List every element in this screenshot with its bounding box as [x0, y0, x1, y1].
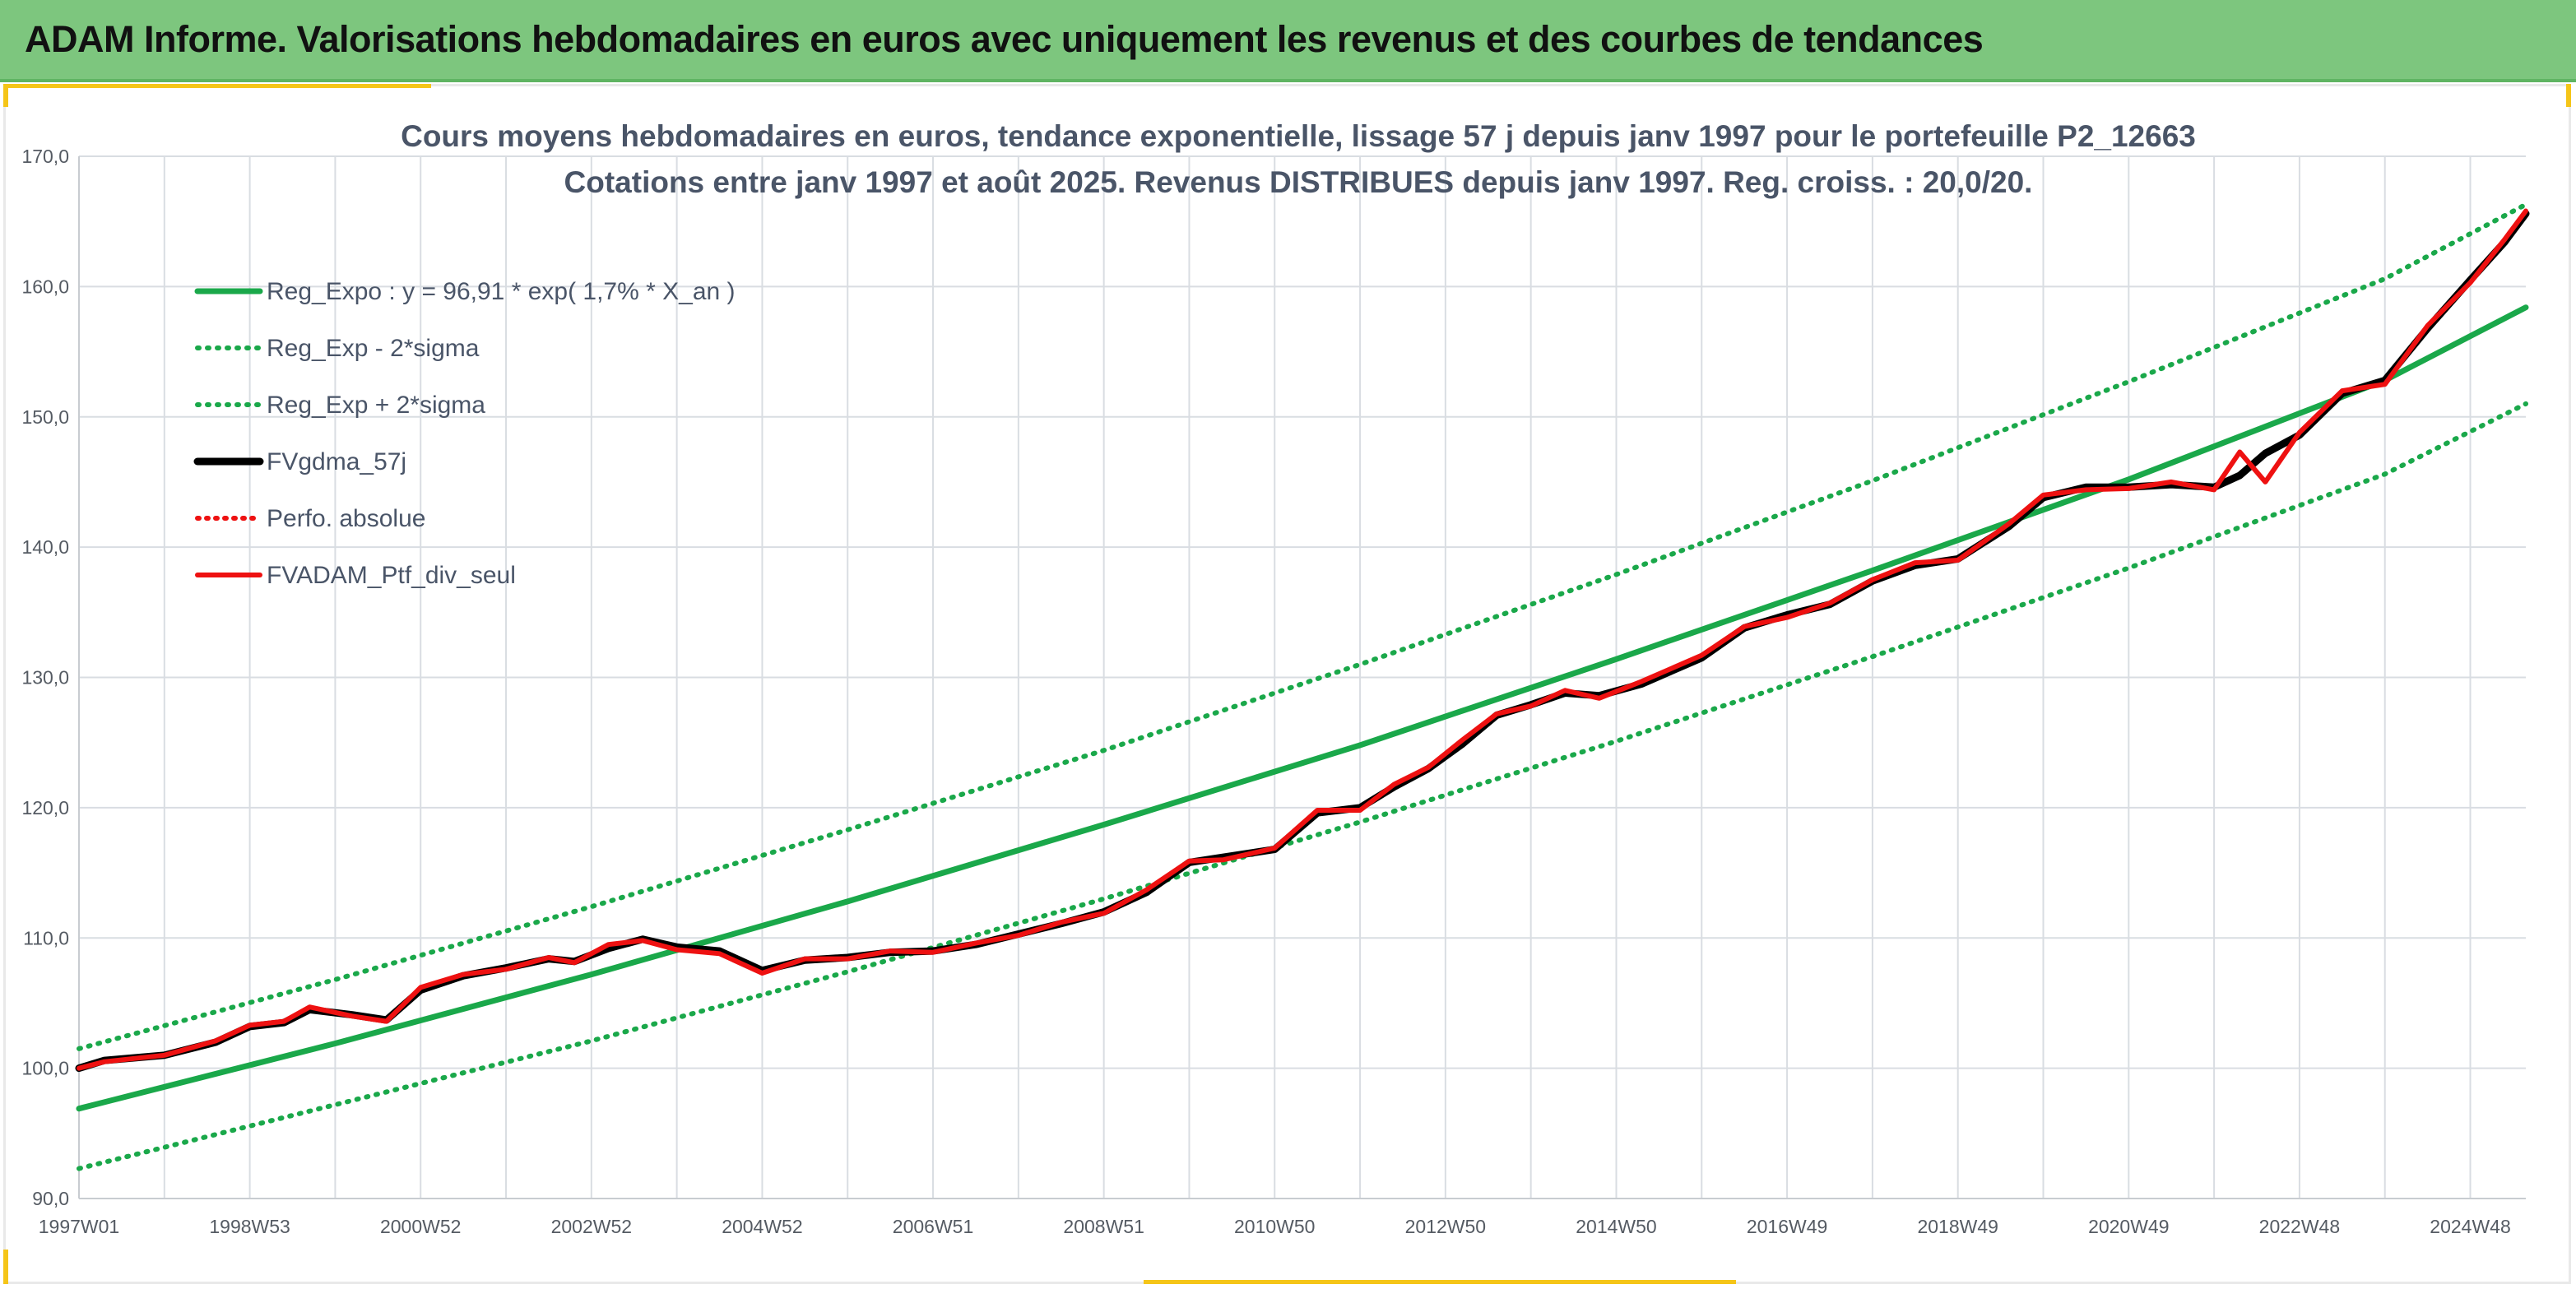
x-tick-label: 2024W48 — [2430, 1216, 2510, 1237]
corner-accent-top-left-h — [3, 84, 431, 88]
x-tick-label: 1998W53 — [209, 1216, 290, 1237]
x-tick-label: 2010W50 — [1234, 1216, 1315, 1237]
chart-frame — [3, 84, 2571, 1284]
header-bar: ADAM Informe. Valorisations hebdomadaire… — [0, 0, 2576, 82]
y-tick-label: 170,0 — [21, 146, 69, 167]
x-tick-label: 2020W49 — [2088, 1216, 2169, 1237]
x-axis-ticks: 1997W01 1998W53 2000W52 2002W52 2004W52 2006W… — [39, 1216, 2511, 1237]
y-tick-label: 160,0 — [21, 276, 69, 297]
legend: Reg_Expo : y = 96,91 * exp( 1,7% * X_an … — [193, 278, 736, 589]
y-axis-ticks: 90,0 100,0 110,0 120,0 130,0 140,0 150,0 160,0 1… — [21, 146, 69, 1209]
x-tick-label: 2008W51 — [1063, 1216, 1144, 1237]
x-tick-label: 2018W49 — [1917, 1216, 1998, 1237]
corner-accent-top-left — [3, 84, 8, 107]
legend-label: FVADAM_Ptf_div_seul — [267, 562, 516, 589]
y-tick-label: 110,0 — [23, 927, 69, 948]
x-tick-label: 2012W50 — [1405, 1216, 1486, 1237]
y-tick-label: 130,0 — [21, 667, 69, 689]
corner-accent-bottom-left — [3, 1250, 8, 1284]
chart-title: Cours moyens hebdomadaires en euros, ten… — [401, 119, 2196, 153]
x-tick-label: 2006W51 — [893, 1216, 973, 1237]
legend-label: Reg_Exp - 2*sigma — [267, 335, 480, 362]
grid-lines — [78, 155, 2526, 1199]
y-tick-label: 90,0 — [32, 1188, 69, 1209]
corner-accent-bottom-mid — [1144, 1280, 1736, 1284]
header-title: ADAM Informe. Valorisations hebdomadaire… — [25, 18, 1984, 60]
x-tick-label: 2004W52 — [722, 1216, 802, 1237]
series-lines — [75, 202, 2530, 1171]
x-tick-label: 2000W52 — [380, 1216, 461, 1237]
y-tick-label: 100,0 — [21, 1058, 69, 1079]
x-tick-label: 2022W48 — [2259, 1216, 2340, 1237]
series-line-1 — [77, 401, 2528, 1171]
series-line-2 — [77, 202, 2528, 1051]
x-tick-label: 2002W52 — [551, 1216, 632, 1237]
x-tick-label: 1997W01 — [39, 1216, 119, 1237]
x-tick-label: 2014W50 — [1576, 1216, 1656, 1237]
legend-label: FVgdma_57j — [267, 448, 406, 475]
legend-label: Reg_Exp + 2*sigma — [267, 392, 485, 419]
corner-accent-top-right — [2566, 84, 2571, 107]
legend-label: Perfo. absolue — [267, 505, 425, 532]
y-tick-label: 120,0 — [21, 797, 69, 818]
y-tick-label: 150,0 — [21, 406, 69, 428]
series-line-5 — [77, 208, 2528, 1071]
series-line-0 — [76, 304, 2529, 1112]
x-tick-label: 2016W49 — [1747, 1216, 1827, 1237]
legend-label: Reg_Expo : y = 96,91 * exp( 1,7% * X_an … — [267, 278, 736, 305]
chart-subtitle: Cotations entre janv 1997 et août 2025. … — [564, 165, 2033, 199]
y-tick-label: 140,0 — [21, 536, 69, 558]
